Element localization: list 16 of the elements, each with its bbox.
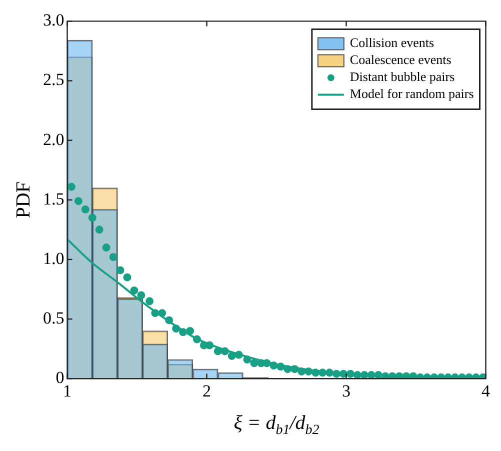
y-tick-label: 1.0: [43, 248, 64, 268]
y-tick-label: 3.0: [43, 10, 64, 30]
y-axis-title: PDF: [12, 182, 34, 218]
x-tick-label: 4: [482, 381, 490, 400]
y-tick-label: 0.5: [43, 308, 64, 328]
y-tick-label: 0: [56, 368, 64, 388]
x-tick-label: 3: [342, 381, 350, 400]
y-tick-label: 2.0: [43, 130, 64, 149]
x-tick-label: 1: [63, 381, 72, 400]
legend-label: Model for random pairs: [350, 86, 474, 102]
y-tick-label: 2.5: [43, 70, 64, 90]
legend-label: Coalescence events: [350, 52, 452, 68]
legend-label: Distant bubble pairs: [350, 69, 455, 84]
legend-label: Collision events: [350, 35, 434, 50]
y-tick-label: 1.5: [43, 189, 64, 208]
x-tick-label: 2: [202, 381, 211, 400]
